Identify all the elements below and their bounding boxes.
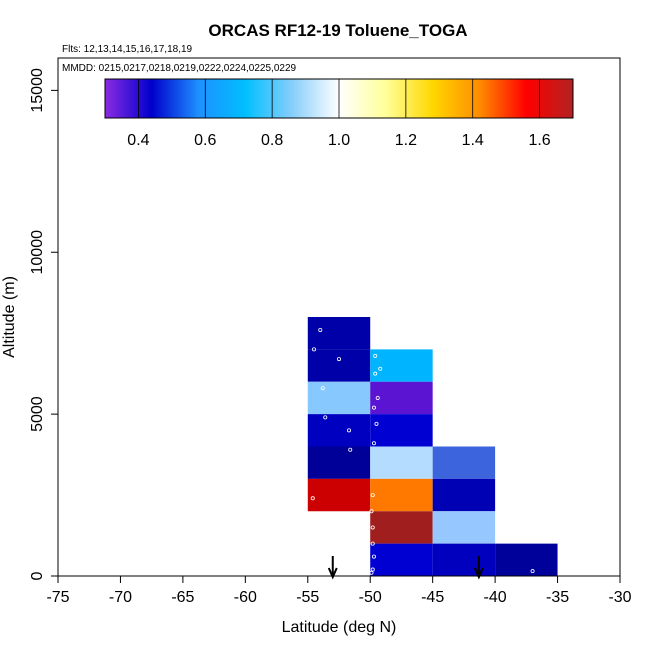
sample-point [374, 421, 379, 426]
heatmap-cell [370, 349, 433, 382]
sample-point [323, 415, 328, 420]
y-tick-label: 0 [29, 571, 46, 580]
heatmap-cell [370, 381, 433, 415]
sample-point [373, 371, 378, 376]
heatmap-cell [370, 414, 433, 447]
heatmap-cell [307, 381, 371, 415]
y-axis-title: Altitude (m) [1, 276, 18, 358]
sample-point [370, 493, 375, 498]
heatmap-cell [307, 478, 371, 512]
colorbar-tick-label: 0.6 [194, 132, 216, 149]
flights-note: Flts: 12,13,14,15,16,17,18,19 [62, 44, 193, 55]
sample-point [530, 569, 535, 574]
sample-point [371, 554, 376, 559]
colorbar-tick-label: 1.0 [328, 132, 350, 149]
x-tick-label: -60 [234, 589, 257, 606]
x-tick-label: -65 [171, 589, 194, 606]
x-tick-label: -50 [359, 589, 382, 606]
heatmap-cell [370, 543, 433, 576]
colorbar-tick-label: 1.2 [395, 132, 417, 149]
sample-point [373, 353, 378, 358]
sample-point [320, 386, 325, 391]
heatmap-cell [370, 478, 433, 512]
x-tick-label: -30 [608, 589, 631, 606]
x-axis-title: Latitude (deg N) [282, 619, 397, 636]
sample-point [318, 327, 323, 332]
x-tick-label: -35 [546, 589, 569, 606]
sample-point [346, 428, 351, 433]
sample-point [312, 347, 317, 352]
heatmap-cell [307, 317, 371, 350]
sample-point [348, 447, 353, 452]
sample-point [370, 541, 375, 546]
sample-point [310, 496, 315, 501]
colorbar-tick-label: 0.4 [127, 132, 149, 149]
heatmap-cell [432, 543, 496, 576]
heatmap-cell [370, 446, 433, 479]
colorbar-tick-label: 0.8 [261, 132, 283, 149]
colorbar-tick-label: 1.4 [462, 132, 484, 149]
region-arrowhead [327, 567, 338, 580]
x-tick-label: -75 [46, 589, 69, 606]
region-arrows [327, 556, 484, 580]
colorbar-tick-label: 1.6 [528, 132, 550, 149]
region-arrowhead [473, 567, 484, 580]
sample-point [369, 570, 374, 575]
heatmap-cell [307, 446, 371, 479]
heatmap-cell [432, 446, 496, 479]
heatmap-cell [307, 414, 371, 447]
sample-point [371, 441, 376, 446]
chart-title: ORCAS RF12-19 Toluene_TOGA [208, 21, 467, 40]
x-tick-label: -40 [484, 589, 507, 606]
heatmap-cells [307, 317, 558, 576]
sample-point [336, 357, 341, 362]
heatmap-cell [370, 511, 433, 544]
x-tick-label: -45 [421, 589, 444, 606]
sample-point [371, 405, 376, 410]
x-tick-label: -70 [109, 589, 132, 606]
colorbar: 0.4 0.6 0.8 1.0 1.2 1.4 1.6 [104, 78, 574, 149]
heatmap-cell [307, 349, 371, 382]
x-axis: -75 -70 -65 -60 -55 -50 -45 -40 -35 -30 [46, 576, 632, 606]
heatmap-cell [432, 478, 496, 512]
sample-points [310, 327, 535, 575]
heatmap-cell [495, 543, 558, 576]
x-tick-label: -55 [296, 589, 319, 606]
plot-frame [57, 57, 621, 577]
sample-point [370, 567, 375, 572]
sample-point [378, 366, 383, 371]
y-axis: 0 5000 10000 15000 [29, 68, 58, 580]
y-tick-label: 10000 [29, 230, 46, 275]
y-tick-label: 15000 [29, 68, 46, 113]
dates-note: MMDD: 0215,0217,0218,0219,0222,0224,0225… [62, 63, 297, 74]
sample-point [369, 509, 374, 514]
sample-point [375, 395, 380, 400]
sample-point [370, 525, 375, 530]
y-tick-label: 5000 [29, 396, 46, 432]
heatmap-cell [432, 511, 496, 544]
